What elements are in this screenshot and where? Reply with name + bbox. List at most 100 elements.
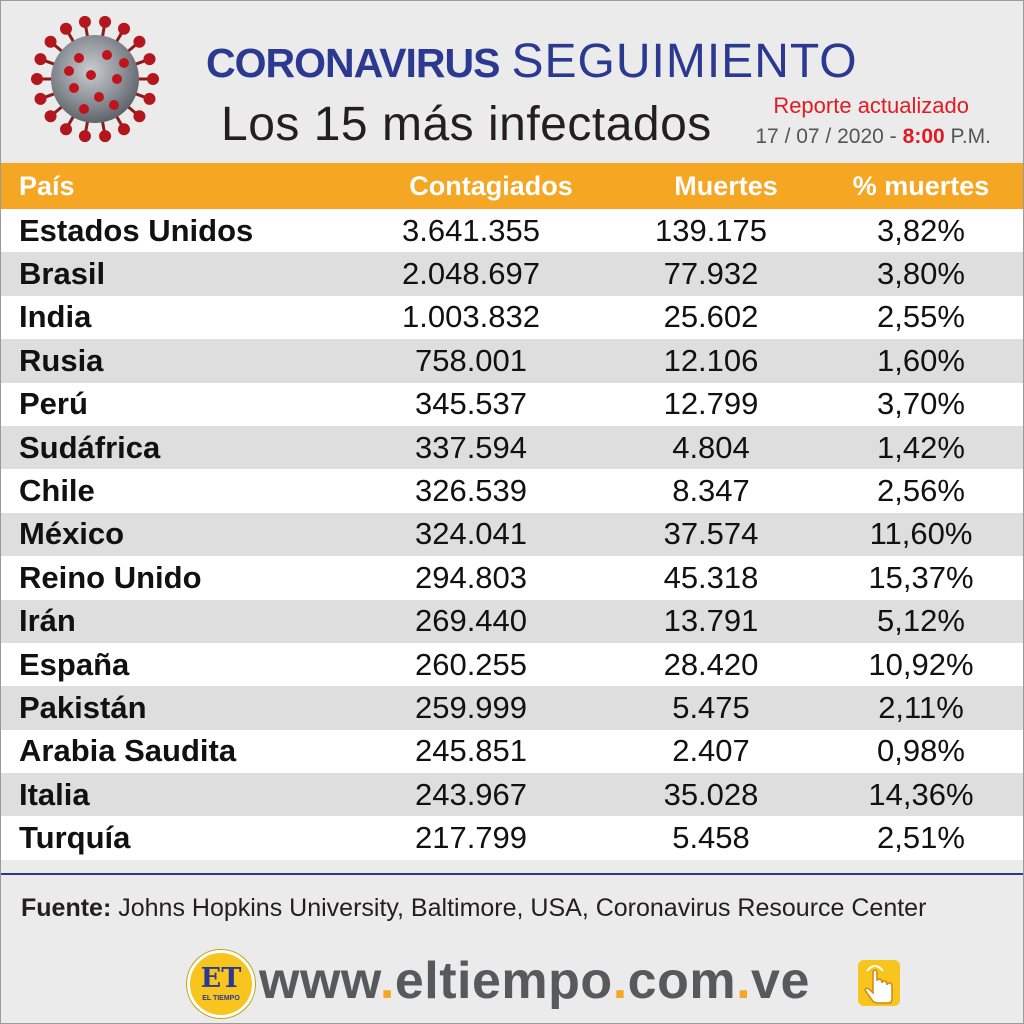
cell-cases: 2.048.697 <box>402 256 540 292</box>
cell-cases: 260.255 <box>414 646 528 682</box>
table-body: Estados Unidos 3.641.355 139.175 3,82% Brasi… <box>1 209 1023 860</box>
cell-pct: 14,36% <box>868 776 974 812</box>
cell-pct: 2,55% <box>877 299 965 335</box>
title-second: SEGUIMIENTO <box>511 35 858 88</box>
source-text: Johns Hopkins University, Baltimore, USA… <box>118 894 927 922</box>
cell-deaths: 12.106 <box>663 342 759 378</box>
page-title: Coronavirus SEGUIMIENTO <box>206 21 858 95</box>
table-row: Irán 269.440 13.791 5,12% <box>1 599 1023 643</box>
cell-country: Arabia Saudita <box>19 733 237 769</box>
table-row: Reino Unido 294.803 45.318 15,37% <box>1 556 1023 600</box>
cell-deaths: 25.602 <box>663 299 759 335</box>
cell-cases: 243.967 <box>414 776 528 812</box>
cell-deaths: 139.175 <box>654 212 768 248</box>
cell-cases: 1.003.832 <box>402 299 540 335</box>
cell-country: Chile <box>19 473 95 509</box>
header: Coronavirus SEGUIMIENTO Los 15 más infect… <box>1 1 1023 161</box>
cell-country: Turquía <box>19 820 131 856</box>
cell-pct: 15,37% <box>868 559 974 595</box>
divider <box>1 873 1023 875</box>
source-label: Fuente: <box>21 894 112 922</box>
report-label: Reporte actualizado <box>773 93 969 118</box>
cell-cases: 217.799 <box>414 820 528 856</box>
table-row: Estados Unidos 3.641.355 139.175 3,82% <box>1 209 1023 253</box>
cell-country: Perú <box>19 386 88 422</box>
table-row: India 1.003.832 25.602 2,55% <box>1 295 1023 340</box>
cell-deaths: 37.574 <box>663 516 759 552</box>
virus-icon <box>31 15 159 143</box>
table-row: Perú 345.537 12.799 3,70% <box>1 382 1023 426</box>
cell-cases: 345.537 <box>414 386 528 422</box>
cell-country: Reino Unido <box>19 559 202 595</box>
report-time: 8:00 <box>902 125 945 148</box>
url-dot: . <box>736 952 752 1010</box>
cell-deaths: 2.407 <box>672 733 750 769</box>
cell-deaths: 77.932 <box>663 256 759 292</box>
cell-country: Italia <box>19 776 90 812</box>
cell-cases: 758.001 <box>414 342 528 378</box>
url-part: www <box>259 952 380 1010</box>
cell-pct: 1,42% <box>877 429 965 465</box>
cell-country: México <box>19 516 125 552</box>
cell-cases: 294.803 <box>414 559 528 595</box>
cell-pct: 3,70% <box>877 386 965 422</box>
cell-deaths: 35.028 <box>663 776 759 812</box>
url-part: com <box>627 952 737 1010</box>
url-dot: . <box>612 952 628 1010</box>
table-row: Chile 326.539 8.347 2,56% <box>1 469 1023 513</box>
table-row: Rusia 758.001 12.106 1,60% <box>1 339 1023 383</box>
tap-hand-icon <box>858 960 900 1006</box>
data-table: País Contagiados Muertes % muertes Estad… <box>1 163 1023 860</box>
cell-cases: 324.041 <box>414 516 528 552</box>
cell-deaths: 28.420 <box>663 646 759 682</box>
cell-country: India <box>19 299 92 335</box>
cell-deaths: 4.804 <box>672 429 750 465</box>
cell-country: España <box>19 646 130 682</box>
report-date: 17 / 07 / 2020 -8:00 P.M. <box>755 125 991 149</box>
column-header-deaths: Muertes <box>674 170 778 201</box>
cell-country: Irán <box>19 603 76 639</box>
cell-country: Brasil <box>19 256 106 292</box>
cell-pct: 11,60% <box>869 516 973 552</box>
title-main: Coronavirus <box>206 25 500 90</box>
cell-pct: 3,82% <box>877 212 965 248</box>
table-row: Turquía 217.799 5.458 2,51% <box>1 816 1023 860</box>
cell-pct: 5,12% <box>877 603 965 639</box>
website-banner: ET EL TIEMPO www.eltiempo.com.ve <box>187 947 907 1018</box>
cell-pct: 2,56% <box>877 473 965 509</box>
cell-deaths: 45.318 <box>663 559 759 595</box>
cell-pct: 0,98% <box>877 733 965 769</box>
table-row: Arabia Saudita 245.851 2.407 0,98% <box>1 729 1023 774</box>
cell-deaths: 8.347 <box>672 473 750 509</box>
table-row: Italia 243.967 35.028 14,36% <box>1 773 1023 817</box>
report-date-text: 17 / 07 / 2020 - <box>755 125 897 148</box>
source-line: Fuente: Johns Hopkins University, Baltim… <box>21 894 926 923</box>
cell-country: Rusia <box>19 342 104 378</box>
url-part: ve <box>751 952 810 1010</box>
cell-country: Estados Unidos <box>19 212 254 248</box>
cell-deaths: 12.799 <box>663 386 759 422</box>
website-url[interactable]: www.eltiempo.com.ve <box>259 951 810 1011</box>
logo-text: ET <box>200 963 242 994</box>
cell-pct: 3,80% <box>877 256 965 292</box>
cell-pct: 10,92% <box>868 646 974 682</box>
column-header-country: País <box>19 170 75 201</box>
et-logo-icon: ET EL TIEMPO <box>187 950 255 1018</box>
page-subtitle: Los 15 más infectados <box>221 98 712 151</box>
table-row: Sudáfrica 337.594 4.804 1,42% <box>1 425 1023 470</box>
cell-country: Sudáfrica <box>19 429 161 465</box>
cell-deaths: 5.458 <box>672 820 750 856</box>
cell-cases: 269.440 <box>414 603 528 639</box>
url-part: eltiempo <box>394 952 613 1010</box>
cell-cases: 259.999 <box>414 689 528 725</box>
cell-deaths: 13.791 <box>663 603 759 639</box>
column-header-cases: Contagiados <box>409 170 573 201</box>
cell-pct: 1,60% <box>877 342 965 378</box>
table-row: Brasil 2.048.697 77.932 3,80% <box>1 252 1023 296</box>
url-dot: . <box>379 952 395 1010</box>
cell-cases: 3.641.355 <box>402 212 540 248</box>
cell-cases: 337.594 <box>414 429 528 465</box>
cell-deaths: 5.475 <box>672 689 750 725</box>
cell-cases: 245.851 <box>414 733 528 769</box>
